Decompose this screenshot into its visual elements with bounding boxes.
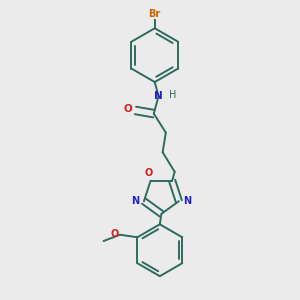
Text: H: H bbox=[169, 90, 176, 100]
Text: N: N bbox=[154, 91, 163, 101]
Text: N: N bbox=[184, 196, 192, 206]
Text: O: O bbox=[145, 167, 153, 178]
Text: O: O bbox=[110, 229, 118, 239]
Text: Br: Br bbox=[148, 9, 161, 19]
Text: N: N bbox=[131, 196, 139, 206]
Text: O: O bbox=[124, 104, 132, 114]
